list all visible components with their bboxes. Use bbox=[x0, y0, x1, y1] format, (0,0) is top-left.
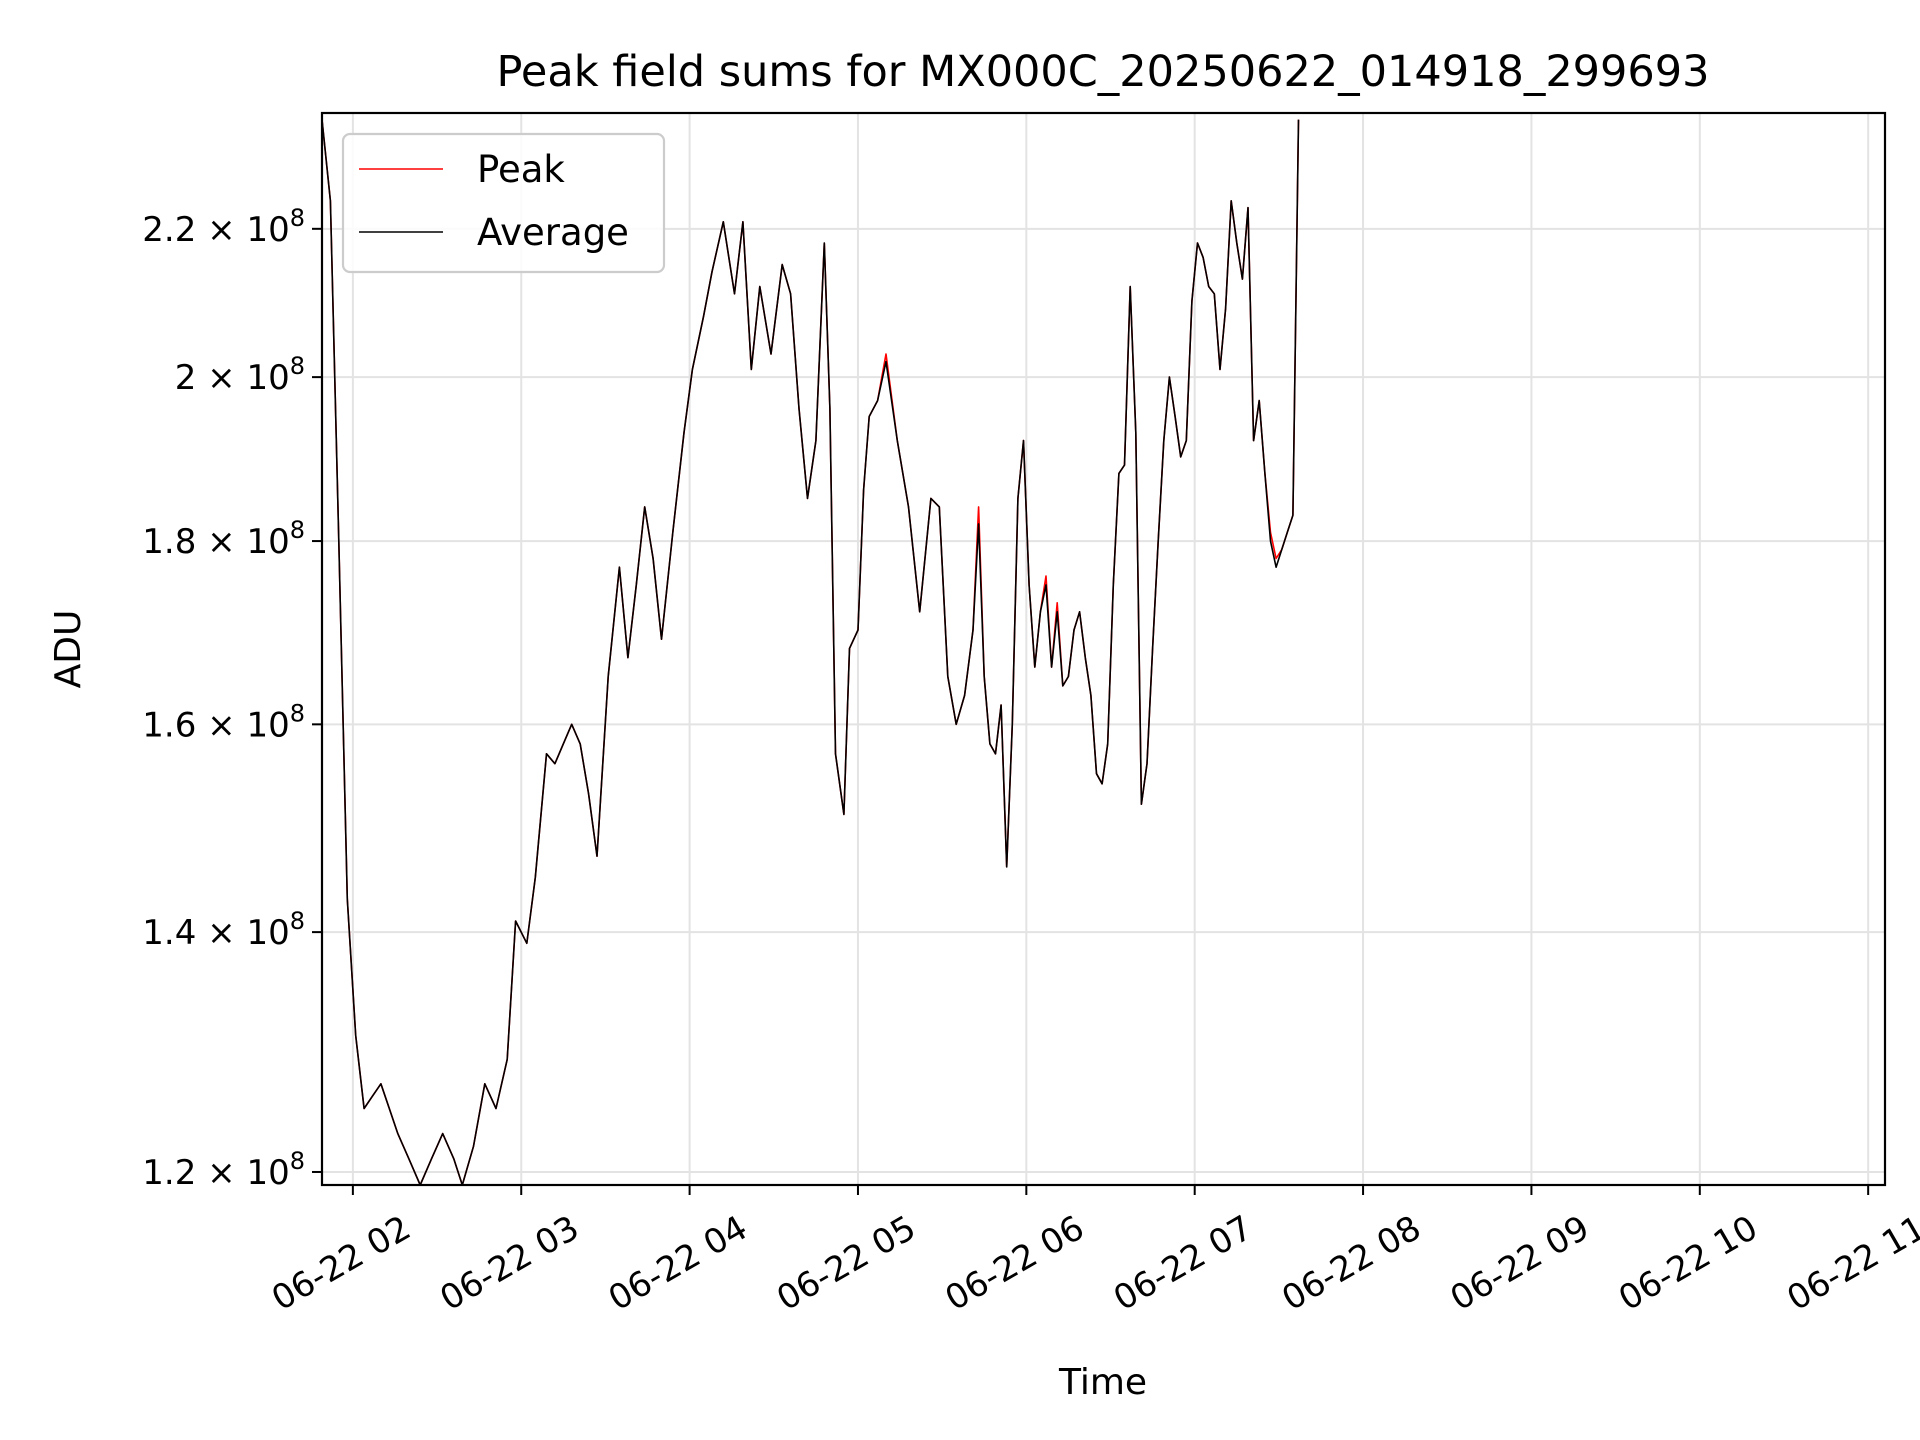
y-axis-label: ADU bbox=[48, 610, 89, 689]
series-line-average bbox=[321, 119, 1300, 1186]
y-tick-label: 1.2 × 108 bbox=[142, 1147, 305, 1193]
y-axis: 1.2 × 108 1.4 × 108 1.6 × 108 1.8 × 108 2 × … bbox=[142, 204, 322, 1193]
y-tick-label: 1.4 × 108 bbox=[142, 907, 305, 953]
y-tick-label: 1.8 × 108 bbox=[142, 516, 305, 562]
chart-title: Peak field sums for MX000C_20250622_0149… bbox=[497, 47, 1710, 97]
plot-frame bbox=[320, 111, 1887, 1187]
series-group bbox=[321, 119, 1300, 1186]
x-axis-label: Time bbox=[1058, 1362, 1147, 1403]
y-tick-label: 2 × 108 bbox=[175, 352, 305, 398]
legend: Peak Average bbox=[341, 132, 666, 274]
legend-label-average: Average bbox=[477, 211, 629, 254]
legend-label-peak: Peak bbox=[477, 148, 565, 191]
y-tick-label: 2.2 × 108 bbox=[142, 204, 305, 250]
y-tick-label: 1.6 × 108 bbox=[142, 699, 305, 745]
